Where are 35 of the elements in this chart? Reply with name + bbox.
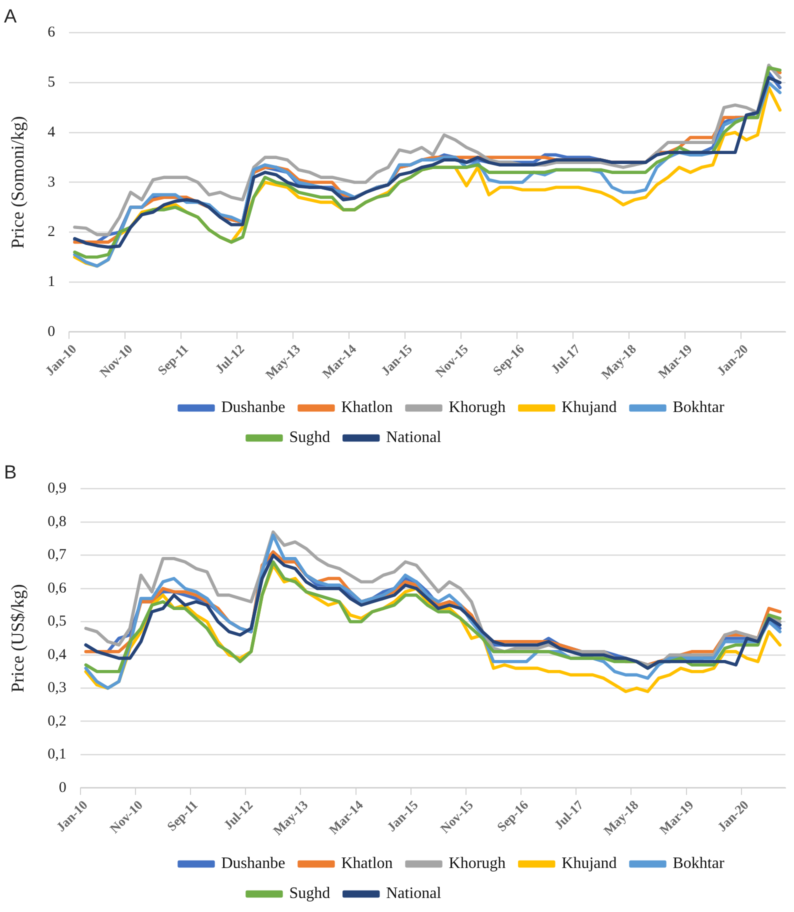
y-tick-label: 0,4 (48, 646, 67, 663)
legend-label: National (386, 429, 442, 446)
legend-label: Khatlon (341, 399, 393, 416)
y-tick-label: 0 (58, 780, 66, 796)
legend-label: Khatlon (341, 855, 393, 872)
y-axis-title: Price (Somoni/kg) (8, 116, 28, 249)
y-tick-label: 0,1 (48, 746, 66, 763)
legend-label: Bokhtar (672, 399, 725, 416)
y-tick-label: 0,7 (48, 547, 67, 564)
chart-title: A (4, 6, 17, 28)
y-tick-label: 0,2 (48, 713, 66, 730)
legend-label: National (386, 885, 442, 902)
legend-label: Khujand (562, 399, 617, 416)
legend-label: Khorugh (448, 855, 506, 872)
y-tick-label: 2 (48, 224, 56, 240)
legend-label: Sughd (289, 885, 330, 902)
y-tick-label: 0,3 (48, 680, 66, 696)
legend-label: Dushanbe (221, 855, 286, 872)
y-tick-label: 6 (48, 24, 56, 41)
y-tick-label: 0 (48, 324, 56, 340)
legend-label: Sughd (289, 429, 330, 446)
legend-label: Khorugh (448, 399, 506, 416)
y-tick-label: 0,9 (48, 480, 66, 497)
legend-label: Dushanbe (221, 399, 286, 416)
y-tick-label: 3 (48, 174, 56, 190)
y-axis-title: Price (US$/kg) (8, 584, 28, 693)
y-tick-label: 4 (48, 124, 56, 140)
y-tick-label: 0,6 (48, 580, 67, 596)
y-tick-label: 5 (48, 74, 56, 91)
y-tick-label: 1 (48, 274, 56, 290)
y-tick-label: 0,5 (48, 614, 66, 630)
legend-label: Khujand (562, 855, 617, 872)
y-tick-label: 0,8 (48, 514, 66, 530)
legend-label: Bokhtar (672, 855, 725, 872)
chart-title: B (4, 462, 17, 484)
